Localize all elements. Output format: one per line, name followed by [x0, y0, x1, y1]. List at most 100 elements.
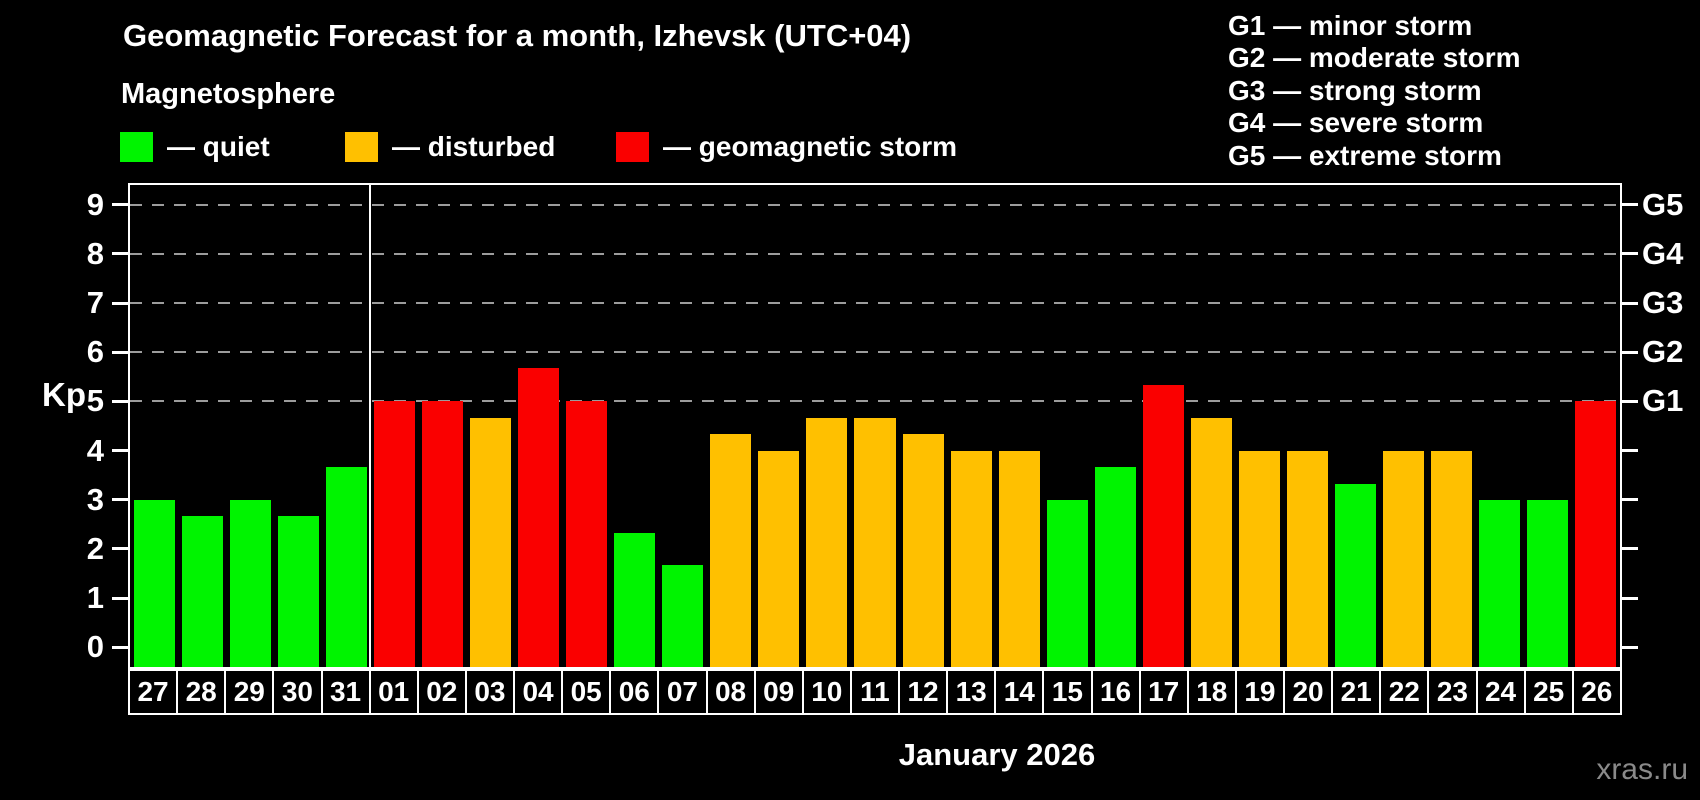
- y-tick-label-3: 3: [86, 481, 104, 517]
- bar-day-15: [1046, 499, 1088, 667]
- y-tick-label-1: 1: [86, 580, 104, 616]
- day-label-11: 11: [849, 669, 900, 715]
- bar-day-21: [1335, 483, 1377, 667]
- day-label-31: 31: [320, 669, 371, 715]
- day-label-30: 30: [272, 669, 323, 715]
- day-label-04: 04: [513, 669, 564, 715]
- day-label-21: 21: [1331, 669, 1382, 715]
- y-tick-label-6: 6: [86, 334, 104, 370]
- bar-day-23: [1431, 450, 1473, 667]
- day-label-17: 17: [1138, 669, 1189, 715]
- plot-area: 0 1 2 3 4 5 6 7 8 9 G1 G2 G3 G4 G5: [87, 183, 1683, 669]
- y-axis-tick-left-4: [112, 449, 128, 453]
- y-axis-tick-left-7: [112, 301, 128, 305]
- y-axis-tick-right-5: [1622, 399, 1638, 403]
- day-label-05: 05: [561, 669, 612, 715]
- bar-day-19: [1238, 450, 1281, 667]
- y-tick-label-0: 0: [86, 629, 104, 665]
- bar-day-13: [950, 450, 992, 667]
- bar-day-30: [277, 516, 319, 667]
- bar-day-06: [614, 532, 656, 667]
- bar-day-28: [181, 516, 223, 667]
- day-label-14: 14: [994, 669, 1045, 715]
- bar-day-16: [1094, 466, 1136, 667]
- bar-day-01: [373, 401, 415, 667]
- bar-day-26: [1575, 401, 1617, 667]
- bar-day-10: [806, 417, 848, 667]
- day-label-07: 07: [657, 669, 708, 715]
- y-axis-tick-left-6: [112, 350, 128, 354]
- g-axis-label-g4: G4: [1642, 235, 1684, 271]
- day-label-22: 22: [1379, 669, 1430, 715]
- bar-day-09: [758, 450, 800, 667]
- day-label-27: 27: [128, 669, 179, 715]
- day-label-12: 12: [898, 669, 949, 715]
- g-axis-label-g3: G3: [1642, 285, 1684, 321]
- chart-subtitle: Magnetosphere: [121, 78, 336, 110]
- day-label-20: 20: [1283, 669, 1334, 715]
- legend-label-storm: — geomagnetic storm: [663, 131, 958, 162]
- g-legend-line-g4: G4 — severe storm: [1228, 107, 1484, 139]
- bar-day-14: [998, 450, 1040, 667]
- legend-label-quiet: — quiet: [167, 131, 270, 162]
- legend-item-disturbed: — disturbed: [345, 130, 555, 164]
- g-legend-line-g1: G1 — minor storm: [1228, 10, 1473, 41]
- day-label-15: 15: [1042, 669, 1093, 715]
- bar-day-05: [566, 401, 608, 667]
- legend-item-quiet: — quiet: [120, 130, 270, 164]
- y-axis-tick-left-3: [112, 498, 128, 502]
- bar-day-02: [421, 401, 463, 667]
- bar-day-18: [1190, 417, 1232, 667]
- y-axis-tick-left-9: [112, 203, 128, 207]
- day-label-29: 29: [224, 669, 275, 715]
- bar-day-20: [1287, 450, 1329, 667]
- y-tick-label-8: 8: [86, 235, 104, 271]
- y-axis-tick-right-3: [1622, 498, 1638, 502]
- g-axis-label-g1: G1: [1642, 383, 1684, 419]
- month-separator-line: [369, 185, 372, 667]
- y-axis-tick-right-6: [1622, 350, 1638, 354]
- bar-day-24: [1479, 499, 1521, 667]
- day-label-18: 18: [1186, 669, 1237, 715]
- day-label-02: 02: [416, 669, 467, 715]
- gridline-kp8: [130, 252, 1620, 255]
- x-axis-day-labels: 27 28 29 30 31 01 02 03 04 05 06 07 08 09 10 11 12 13 14 15…: [128, 669, 1622, 715]
- bar-day-27: [133, 499, 175, 667]
- y-axis-tick-left-8: [112, 252, 128, 256]
- y-axis-tick-right-2: [1622, 547, 1638, 551]
- gridline-kp5: [130, 400, 1620, 403]
- y-axis-tick-right-8: [1622, 252, 1638, 256]
- y-axis-tick-right-0: [1622, 645, 1638, 649]
- bar-day-12: [902, 434, 944, 667]
- gridline-kp6: [130, 351, 1620, 354]
- bar-day-17: [1142, 385, 1184, 667]
- y-axis-tick-left-5: [112, 399, 128, 403]
- y-axis-tick-right-4: [1622, 449, 1638, 453]
- watermark: xras.ru: [1596, 753, 1688, 786]
- bar-day-07: [662, 565, 704, 667]
- day-label-03: 03: [464, 669, 515, 715]
- x-axis-title: January 2026: [898, 737, 1096, 772]
- y-axis-tick-right-7: [1622, 301, 1638, 305]
- day-label-26: 26: [1571, 669, 1622, 715]
- bar-day-31: [325, 466, 367, 667]
- day-label-06: 06: [609, 669, 660, 715]
- y-tick-label-5: 5: [86, 383, 104, 419]
- storm-color-swatch: [616, 132, 649, 162]
- y-tick-label-9: 9: [86, 186, 104, 222]
- g-axis-label-g2: G2: [1642, 334, 1684, 370]
- day-label-19: 19: [1234, 669, 1285, 715]
- bar-day-08: [710, 434, 752, 667]
- day-label-10: 10: [801, 669, 852, 715]
- y-axis-label-kp: Kp: [42, 376, 86, 413]
- bar-day-29: [229, 499, 271, 667]
- day-label-08: 08: [705, 669, 756, 715]
- chart-title: Geomagnetic Forecast for a month, Izhevs…: [123, 18, 912, 53]
- bar-day-11: [854, 417, 896, 667]
- bar-day-25: [1527, 499, 1569, 667]
- y-axis-tick-right-1: [1622, 596, 1638, 600]
- g-legend-line-g3: G3 — strong storm: [1228, 74, 1482, 106]
- day-label-09: 09: [753, 669, 804, 715]
- quiet-color-swatch: [120, 132, 153, 162]
- y-axis-tick-left-1: [112, 596, 128, 600]
